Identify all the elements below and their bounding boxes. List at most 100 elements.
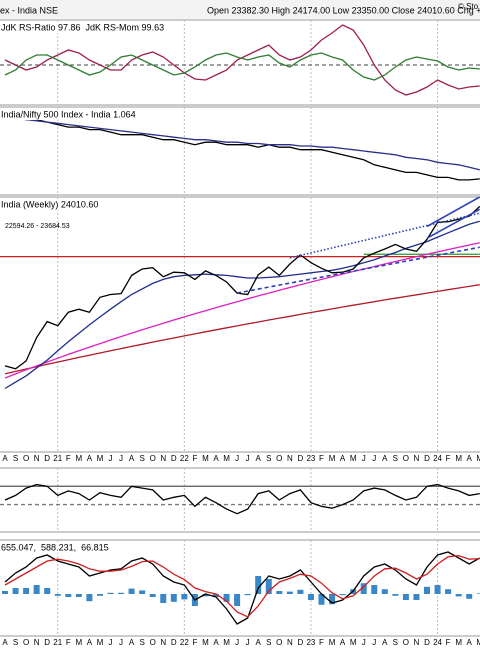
x-tick-label: J [119,454,123,463]
x-tick-label: 22 [180,454,189,463]
histogram-bar [318,594,325,605]
histogram-bar [118,592,125,594]
histogram-bar [44,588,51,594]
x-tick-label: A [213,638,219,647]
x-tick-label: A [87,454,93,463]
histogram-bar [2,591,8,594]
histogram-bar [265,579,272,594]
x-tick-label: J [235,454,239,463]
x-tick-label: M [476,638,480,647]
x-tick-label: M [455,454,462,463]
x-tick-label: M [76,638,83,647]
x-tick-label: O [23,454,29,463]
histogram-bar [329,594,336,605]
histogram-bar [466,594,473,599]
legend-entry: India/Nifty 500 Index - India 1.064 [1,109,136,119]
histogram-bar [107,592,114,594]
x-tick-label: A [256,638,262,647]
x-tick-label: A [382,454,388,463]
x-tick-label: M [350,638,357,647]
x-tick-label: N [34,638,40,647]
header-band [0,0,480,19]
x-tick-label: F [319,638,324,647]
legend-entry: 66.815 [81,542,109,552]
x-tick-label: A [213,454,219,463]
trendline [426,208,480,239]
x-tick-label: O [150,454,156,463]
x-tick-label: N [414,638,420,647]
x-tick-label: M [476,454,480,463]
x-tick-label: 24 [433,454,442,463]
x-tick-label: N [34,454,40,463]
legend-entry: JdK RS-Mom 99.63 [86,22,165,32]
x-tick-label: 23 [306,454,315,463]
x-tick-label: O [403,638,409,647]
x-tick-label: 21 [53,454,62,463]
histogram-bar [149,594,156,597]
x-tick-label: D [298,638,304,647]
x-tick-label: J [235,638,239,647]
histogram-bar [476,593,480,594]
legend-bg [84,22,167,33]
histogram-bar [360,583,367,594]
x-tick-label: A [382,638,388,647]
histogram-bar [413,594,420,600]
x-tick-label: N [287,454,293,463]
x-tick-label: A [256,454,262,463]
x-tick-label: N [160,454,166,463]
histogram-bar [255,576,262,594]
x-tick-label: F [192,454,197,463]
histogram-bar [139,590,146,594]
x-tick-label: F [66,454,71,463]
legend-bg [0,199,101,210]
x-tick-label: J [372,638,376,647]
x-tick-label: S [266,638,271,647]
x-tick-label: F [319,454,324,463]
x-tick-label: M [202,638,209,647]
x-tick-label: M [223,454,230,463]
series-line [4,205,480,370]
histogram-bar [424,586,430,594]
x-tick-label: A [467,638,473,647]
x-tick-label: M [202,454,209,463]
x-tick-label: N [160,638,166,647]
series-line [4,52,480,81]
x-tick-label: D [44,454,50,463]
x-tick-label: O [150,638,156,647]
x-tick-label: D [298,454,304,463]
histogram-bar [286,591,293,594]
series-line [4,220,480,390]
histogram-bar [297,589,304,594]
histogram-bar [392,594,399,596]
x-tick-label: 22 [180,638,189,647]
x-tick-label: S [393,638,398,647]
x-tick-label: M [223,638,230,647]
x-tick-label: A [2,454,8,463]
x-tick-label: M [329,454,336,463]
legend-entry: India (Weekly) 24010.60 [1,199,98,209]
series-line [4,284,480,375]
histogram-bar [23,588,30,594]
x-tick-label: F [66,638,71,647]
credit: © Sto [458,2,479,11]
series-line [4,24,480,96]
x-tick-label: A [2,638,8,647]
histogram-bar [86,594,93,602]
legend-bg [0,22,83,33]
x-tick-label: 24 [433,638,442,647]
x-tick-label: D [44,638,50,647]
x-tick-label: J [109,454,113,463]
histogram-bar [12,588,19,594]
x-tick-label: J [372,454,376,463]
histogram-bar [455,594,462,597]
histogram-bar [96,594,103,596]
histogram-bar [170,594,177,602]
series-line [4,242,480,379]
histogram-bar [307,594,314,600]
legend-bg [40,542,79,553]
x-tick-label: S [13,638,18,647]
x-tick-label: A [87,638,93,647]
legend-entry: 655.047, [1,542,36,552]
legend-bg [0,542,39,553]
